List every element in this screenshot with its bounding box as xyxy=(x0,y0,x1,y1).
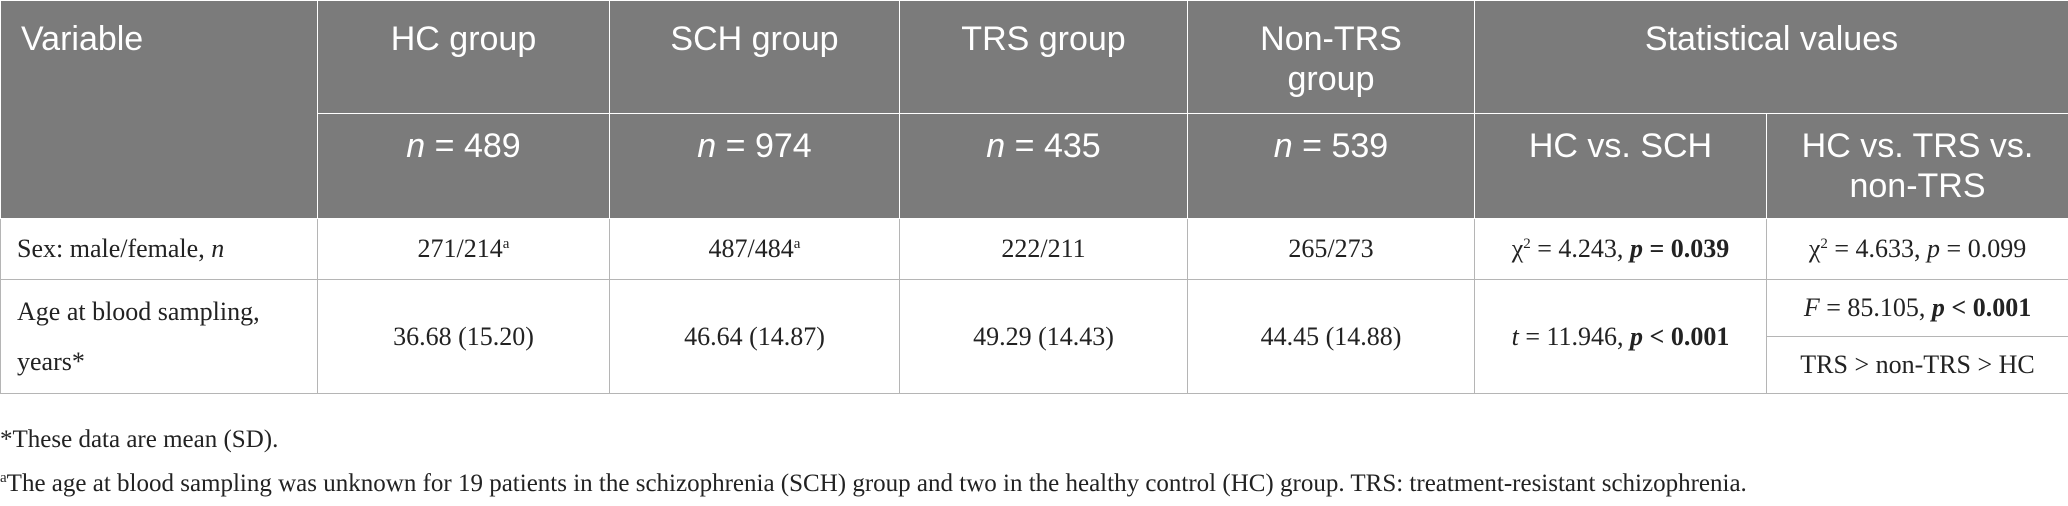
chi-square-exponent: 2 xyxy=(1820,236,1828,252)
header-n-hc: n = 489 xyxy=(318,114,610,219)
n-hc-value: = 489 xyxy=(425,127,520,165)
age-hc-value: 36.68 (15.20) xyxy=(318,280,610,394)
header-nontrs-line2: group xyxy=(1288,60,1375,98)
header-hc-vs-trs-vs-nontrs: HC vs. TRS vs.non-TRS xyxy=(1767,114,2068,219)
header-three-way-line2: non-TRS xyxy=(1849,167,1985,205)
table-row-sex: Sex: male/female, n 271/214a 487/484a 22… xyxy=(1,219,2068,280)
t-value: = 11.946, xyxy=(1519,322,1630,351)
table-footnotes: *These data are mean (SD). aThe age at b… xyxy=(0,418,1747,506)
sex-trs-value: 222/211 xyxy=(900,219,1188,280)
p-value: = 0.099 xyxy=(1940,234,2026,263)
chi-symbol: χ xyxy=(1809,234,1821,263)
header-statistical-values: Statistical values xyxy=(1475,1,2068,114)
age-label-line2: years* xyxy=(17,347,85,376)
p-symbol: p xyxy=(1630,322,1643,351)
sex-hc-value: 271/214a xyxy=(318,219,610,280)
n-symbol: n xyxy=(406,127,425,165)
header-row-1: Variable HC group SCH group TRS group No… xyxy=(1,1,2068,114)
sex-hc-text: 271/214 xyxy=(418,234,503,263)
age-sch-value: 46.64 (14.87) xyxy=(610,280,900,394)
sex-sch-text: 487/484 xyxy=(709,234,794,263)
table-row-age: Age at blood sampling,years* 36.68 (15.2… xyxy=(1,280,2068,337)
header-n-trs: n = 435 xyxy=(900,114,1188,219)
f-symbol: F xyxy=(1804,293,1820,322)
header-trs-group: TRS group xyxy=(900,1,1188,114)
sex-hc-vs-sch-stat: χ2 = 4.243, p = 0.039 xyxy=(1475,219,1767,280)
p-value: < 0.001 xyxy=(1643,322,1729,351)
chi-symbol: χ xyxy=(1512,234,1524,263)
row-label-age: Age at blood sampling, years* xyxy=(1,280,318,394)
f-value: = 85.105, xyxy=(1820,293,1932,322)
n-trs-value: = 435 xyxy=(1005,127,1100,165)
header-sch-group: SCH group xyxy=(610,1,900,114)
footnote-a-text: The age at blood sampling was unknown fo… xyxy=(7,470,1747,497)
age-three-way-stat: F = 85.105, p < 0.001 xyxy=(1767,280,2068,337)
age-posthoc-comparison: TRS > non-TRS > HC xyxy=(1767,337,2068,394)
header-hc-vs-sch: HC vs. SCH xyxy=(1475,114,1767,219)
header-nontrs-line1: Non-TRS xyxy=(1260,20,1402,58)
sex-nontrs-value: 265/273 xyxy=(1188,219,1475,280)
n-nontrs-value: = 539 xyxy=(1293,127,1388,165)
n-symbol: n xyxy=(697,127,716,165)
chi-square-exponent: 2 xyxy=(1523,236,1531,252)
n-symbol: n xyxy=(1274,127,1293,165)
footnote-a-marker: a xyxy=(794,236,801,252)
footnote-a: aThe age at blood sampling was unknown f… xyxy=(0,462,1747,506)
p-value: = 0.039 xyxy=(1643,234,1729,263)
footnote-a-marker: a xyxy=(503,236,510,252)
sex-three-way-stat: χ2 = 4.633, p = 0.099 xyxy=(1767,219,2068,280)
n-symbol: n xyxy=(986,127,1005,165)
p-symbol: p xyxy=(1932,293,1945,322)
chi-value: = 4.633, xyxy=(1828,234,1927,263)
age-label-line1: Age at blood sampling, xyxy=(17,297,260,326)
header-variable: Variable xyxy=(1,1,318,219)
header-three-way-line1: HC vs. TRS vs. xyxy=(1802,127,2034,165)
header-hc-group: HC group xyxy=(318,1,610,114)
sex-sch-value: 487/484a xyxy=(610,219,900,280)
sex-label-text: Sex: male/female, xyxy=(17,234,211,263)
n-sch-value: = 974 xyxy=(716,127,811,165)
header-n-nontrs: n = 539 xyxy=(1188,114,1475,219)
chi-value: = 4.243, xyxy=(1531,234,1630,263)
p-symbol: p xyxy=(1630,234,1643,263)
row-label-sex: Sex: male/female, n xyxy=(1,219,318,280)
footnote-a-mark: a xyxy=(0,470,7,486)
age-hc-vs-sch-stat: t = 11.946, p < 0.001 xyxy=(1475,280,1767,394)
demographics-table: Variable HC group SCH group TRS group No… xyxy=(0,0,2068,394)
p-symbol: p xyxy=(1927,234,1940,263)
p-value: < 0.001 xyxy=(1945,293,2031,322)
age-nontrs-value: 44.45 (14.88) xyxy=(1188,280,1475,394)
header-n-sch: n = 974 xyxy=(610,114,900,219)
age-trs-value: 49.29 (14.43) xyxy=(900,280,1188,394)
t-symbol: t xyxy=(1512,322,1519,351)
footnote-star: *These data are mean (SD). xyxy=(0,418,1747,462)
sex-label-n: n xyxy=(211,234,224,263)
